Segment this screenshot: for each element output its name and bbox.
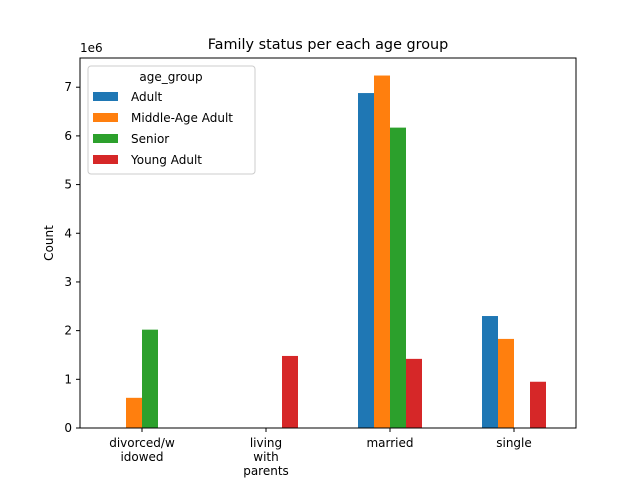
y-axis: 0 1 2 3 4 5 6 7 (64, 80, 80, 435)
legend: age_group Adult Middle-Age Adult Senior Youn… (87, 65, 256, 175)
y-axis-label: Count (42, 225, 56, 261)
legend-label: Senior (131, 132, 169, 146)
legend-swatch (93, 155, 118, 164)
bar (374, 75, 390, 429)
bar (282, 355, 298, 428)
legend-swatch (93, 92, 118, 101)
legend-title: age_group (139, 70, 202, 84)
bar (406, 358, 422, 428)
bar (358, 93, 374, 428)
y-tick-label: 3 (64, 275, 72, 289)
bar (482, 316, 498, 428)
y-tick-label: 4 (64, 226, 72, 240)
legend-swatch (93, 134, 118, 143)
x-tick-label: married (366, 436, 413, 450)
bar (390, 127, 406, 429)
plot-frame (79, 57, 577, 429)
legend-label: Middle-Age Adult (131, 111, 233, 125)
chart-title: Family status per each age group (208, 37, 449, 53)
y-tick-label: 0 (64, 421, 72, 435)
bar (530, 381, 546, 428)
y-tick-label: 1 (64, 372, 72, 386)
y-tick-label: 7 (64, 80, 72, 94)
bar (126, 397, 142, 428)
legend-label: Young Adult (130, 153, 202, 167)
y-tick-label: 6 (64, 129, 72, 143)
x-tick-label: single (496, 436, 532, 450)
legend-frame (87, 65, 256, 175)
y-scale-label: 1e6 (80, 41, 103, 55)
x-axis: divorced/w idowed living with parents married… (109, 428, 532, 478)
y-tick-label: 2 (64, 324, 72, 338)
bar (142, 329, 158, 428)
y-tick-label: 5 (64, 178, 72, 192)
legend-label: Adult (131, 90, 163, 104)
bars (126, 75, 546, 429)
x-tick-label: divorced/w idowed (109, 436, 175, 464)
bar (498, 338, 514, 428)
legend-swatch (93, 113, 118, 122)
x-tick-label: living with parents (243, 436, 289, 478)
